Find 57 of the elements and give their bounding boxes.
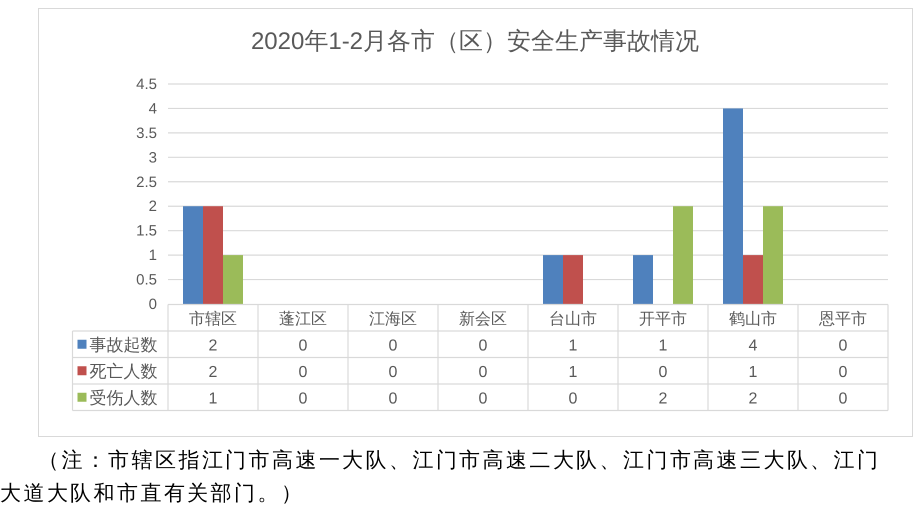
data-label: 0 — [478, 364, 488, 381]
data-label: 0 — [298, 364, 308, 381]
y-tick-label: 2 — [148, 198, 157, 216]
legend-label: 受伤人数 — [90, 388, 158, 408]
chart-title: 2020年1-2月各市（区）安全生产事故情况 — [250, 28, 700, 55]
data-label: 1 — [568, 337, 578, 354]
y-tick-label: 0.5 — [136, 272, 157, 289]
data-label: 0 — [388, 364, 398, 381]
text: （注：市辖区指江门市高速一大队、江门市高速二大队、江门市高速三大队、江门大道大队和市直有关部门。） — [0, 447, 882, 507]
data-label: 0 — [658, 364, 668, 381]
data-label: 2 — [748, 390, 758, 408]
y-tick-label: 1.5 — [136, 222, 157, 240]
bar — [763, 206, 783, 304]
y-tick-label: 3.5 — [136, 124, 157, 142]
data-label: 1 — [208, 390, 218, 408]
legend-label: 死亡人数 — [90, 362, 158, 381]
bar — [563, 255, 583, 304]
data-label: 0 — [388, 337, 398, 354]
x-tick-label: 开平市 — [639, 310, 687, 328]
x-tick-label: 恩平市 — [818, 310, 867, 328]
bar — [183, 206, 203, 304]
data-label: 1 — [568, 364, 578, 381]
bar — [743, 255, 763, 304]
y-tick-label: 1 — [148, 247, 157, 264]
bar — [723, 108, 743, 304]
x-tick-label: 蓬江区 — [279, 310, 327, 328]
y-tick-label: 3 — [148, 149, 157, 166]
bar — [223, 255, 243, 304]
data-label: 4 — [748, 337, 758, 354]
bar — [543, 255, 563, 304]
bar — [673, 206, 693, 304]
legend-label: 事故起数 — [90, 335, 158, 354]
data-label: 0 — [388, 390, 398, 408]
x-tick-label: 鹤山市 — [729, 310, 777, 328]
data-label: 2 — [208, 364, 218, 381]
bar — [633, 255, 653, 304]
y-tick-label: 0 — [148, 296, 157, 313]
data-label: 2 — [208, 337, 218, 354]
data-label: 0 — [478, 337, 488, 354]
y-tick-label: 2.5 — [136, 174, 157, 191]
y-tick-label: 4.5 — [136, 76, 157, 93]
data-label: 0 — [298, 390, 308, 408]
data-label: 0 — [838, 364, 848, 381]
data-label: 0 — [298, 337, 308, 354]
x-tick-label: 台山市 — [549, 310, 597, 328]
x-tick-label: 新会区 — [459, 310, 507, 328]
y-tick-label: 4 — [148, 100, 157, 118]
data-label: 2 — [658, 390, 668, 408]
data-label: 0 — [838, 390, 848, 408]
data-label: 0 — [838, 337, 848, 354]
data-label: 0 — [568, 390, 578, 408]
bar — [203, 206, 223, 304]
data-label: 1 — [658, 337, 668, 354]
data-label: 0 — [478, 390, 488, 408]
data-label: 1 — [748, 364, 758, 381]
x-tick-label: 市辖区 — [189, 310, 237, 328]
x-tick-label: 江海区 — [369, 310, 417, 328]
